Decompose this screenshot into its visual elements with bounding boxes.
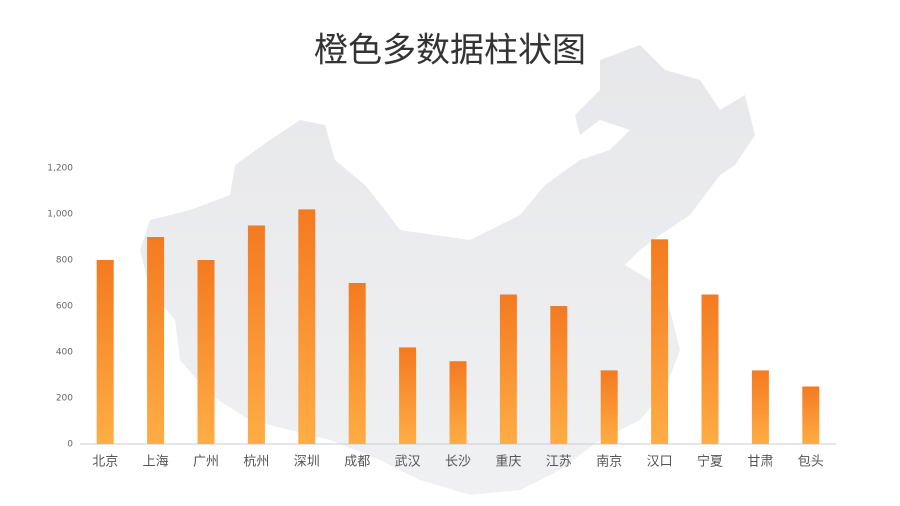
bar xyxy=(96,260,114,444)
chart-title: 橙色多数据柱状图 xyxy=(314,31,586,71)
x-tick-label: 上海 xyxy=(143,455,169,470)
x-tick-label: 汉口 xyxy=(647,455,673,470)
x-tick-label: 武汉 xyxy=(395,455,421,470)
x-tick-label: 广州 xyxy=(193,455,219,470)
bar xyxy=(399,347,417,444)
bar xyxy=(651,239,669,444)
x-tick-label: 北京 xyxy=(92,455,118,470)
x-tick-label: 江苏 xyxy=(546,454,572,470)
x-tick-label: 杭州 xyxy=(243,455,269,470)
x-tick-label: 南京 xyxy=(596,454,622,470)
y-tick-label: 0 xyxy=(67,440,73,450)
y-tick-label: 200 xyxy=(56,394,73,404)
bar xyxy=(449,361,467,444)
y-tick-label: 400 xyxy=(56,348,73,358)
x-tick-label: 包头 xyxy=(798,455,824,470)
y-tick-label: 600 xyxy=(56,302,73,312)
bar xyxy=(147,237,165,444)
bar xyxy=(600,370,618,444)
y-tick-label: 1,000 xyxy=(47,210,73,220)
bar xyxy=(802,386,820,444)
y-tick-label: 1,200 xyxy=(47,164,73,174)
x-tick-label: 深圳 xyxy=(294,455,320,470)
bar xyxy=(197,260,215,444)
bar xyxy=(701,294,719,444)
bar xyxy=(247,225,265,444)
bar xyxy=(298,209,316,444)
bar xyxy=(751,370,769,444)
x-tick-label: 宁夏 xyxy=(697,454,723,470)
y-tick-label: 800 xyxy=(56,256,73,266)
x-tick-label: 甘肃 xyxy=(747,455,773,470)
x-tick-label: 重庆 xyxy=(495,454,521,470)
bar xyxy=(348,283,366,444)
x-tick-label: 长沙 xyxy=(445,455,471,470)
x-tick-label: 成都 xyxy=(344,455,370,470)
bar xyxy=(499,294,517,444)
bar xyxy=(550,306,568,444)
